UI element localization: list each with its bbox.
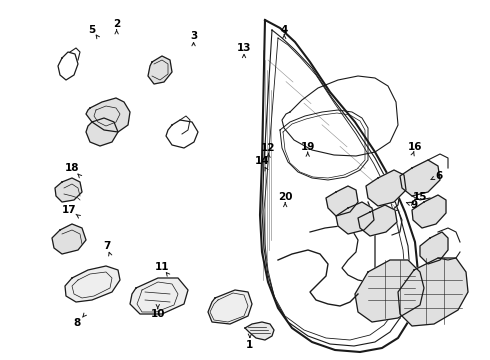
Text: 6: 6 xyxy=(435,171,442,181)
Text: 12: 12 xyxy=(261,143,276,153)
Text: 10: 10 xyxy=(150,309,165,319)
Text: 4: 4 xyxy=(280,24,288,35)
Text: 8: 8 xyxy=(74,318,81,328)
Polygon shape xyxy=(65,266,120,302)
Polygon shape xyxy=(398,258,468,326)
Polygon shape xyxy=(420,232,448,264)
Text: 11: 11 xyxy=(154,262,169,272)
Text: 15: 15 xyxy=(413,192,428,202)
Polygon shape xyxy=(130,278,188,314)
Polygon shape xyxy=(245,322,274,340)
Text: 2: 2 xyxy=(113,19,120,30)
Text: 17: 17 xyxy=(62,204,77,215)
Text: 7: 7 xyxy=(103,240,111,251)
Text: 1: 1 xyxy=(246,340,253,350)
Text: 14: 14 xyxy=(255,156,270,166)
Polygon shape xyxy=(52,224,86,254)
Text: 9: 9 xyxy=(411,200,417,210)
Polygon shape xyxy=(86,118,118,146)
Text: 3: 3 xyxy=(190,31,197,41)
Polygon shape xyxy=(336,202,374,234)
Polygon shape xyxy=(55,178,82,202)
Polygon shape xyxy=(86,98,130,132)
Text: 5: 5 xyxy=(89,24,96,35)
Polygon shape xyxy=(326,186,358,216)
Polygon shape xyxy=(412,195,446,228)
Polygon shape xyxy=(208,290,252,324)
Text: 20: 20 xyxy=(278,192,293,202)
Polygon shape xyxy=(355,260,424,322)
Text: 19: 19 xyxy=(300,142,315,152)
Polygon shape xyxy=(400,160,440,196)
Polygon shape xyxy=(358,205,397,236)
Text: 16: 16 xyxy=(408,142,423,152)
Polygon shape xyxy=(148,56,172,84)
Polygon shape xyxy=(366,170,406,206)
Text: 13: 13 xyxy=(237,42,251,53)
Text: 18: 18 xyxy=(65,163,80,174)
